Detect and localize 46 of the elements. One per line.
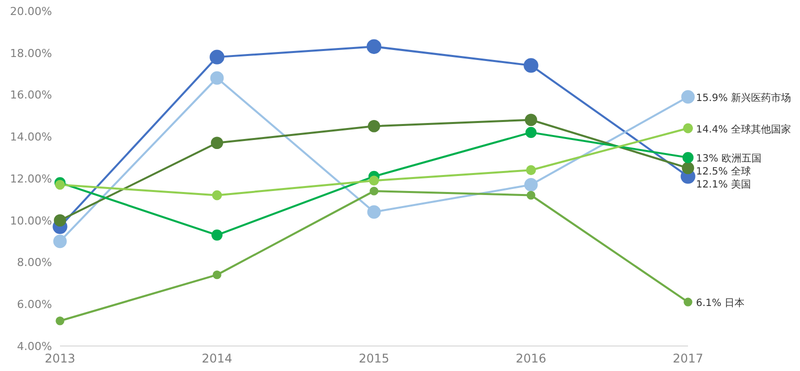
point (369, 176, 379, 186)
y-tick-label: 6.00% (17, 298, 52, 312)
point (210, 136, 224, 150)
text: 14.4% 全球其他国家 (696, 124, 791, 136)
point (526, 190, 536, 200)
x-tick-label: 2014 (202, 352, 232, 366)
point (524, 58, 538, 73)
point (368, 120, 380, 132)
point (526, 165, 536, 176)
point (524, 114, 538, 126)
point (683, 123, 693, 134)
text: 15.9% 新兴医药市场 (696, 92, 791, 104)
point (366, 39, 382, 54)
point (212, 270, 222, 280)
text: 12.5% 全球 (696, 166, 751, 178)
y-tick-label: 14.00% (10, 130, 52, 144)
point (684, 298, 692, 306)
point (56, 316, 64, 326)
point (525, 126, 537, 138)
text: 12.1% 美国 (696, 180, 751, 191)
point (370, 186, 378, 196)
text: 13% 欧洲五国 (696, 154, 762, 165)
point (524, 178, 538, 192)
point (367, 205, 381, 219)
x-tick-label: 2017 (672, 352, 704, 366)
point (210, 71, 224, 85)
x-tick-label: 2016 (516, 352, 546, 366)
y-tick-label: 12.00% (10, 172, 52, 186)
point (55, 180, 65, 190)
point (212, 190, 222, 200)
x-tick-label: 2013 (44, 352, 76, 366)
y-tick-label: 10.00% (10, 214, 52, 228)
y-tick-label: 16.00% (10, 88, 52, 102)
point (682, 162, 694, 174)
y-tick-label: 4.00% (17, 340, 52, 353)
point (682, 152, 694, 164)
x-tick-label: 2015 (358, 352, 390, 366)
y-tick-label: 20.00% (10, 4, 52, 18)
point (53, 234, 67, 248)
y-tick-label: 18.00% (10, 46, 52, 60)
y-tick-label: 8.00% (17, 256, 52, 270)
text: 6.1% 日本 (696, 298, 745, 310)
point (681, 90, 695, 104)
point (54, 214, 66, 227)
point (210, 50, 224, 64)
point (211, 229, 223, 241)
